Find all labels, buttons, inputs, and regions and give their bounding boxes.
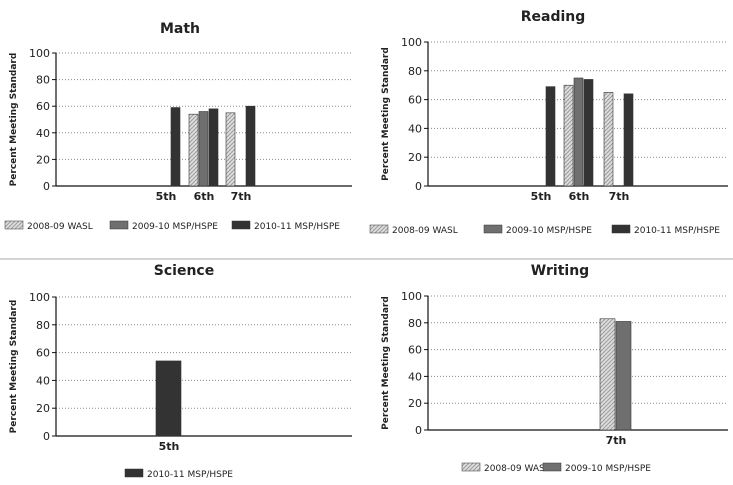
y-tick-label: 0 (43, 180, 50, 193)
bar-7th-2010-11-msp-hspe (623, 93, 634, 187)
legend-label: 2009-10 MSP/HSPE (132, 222, 218, 232)
chart-math: Math 0 20 40 60 80 100 Percent Meeting Standard… (4, 21, 352, 232)
legend-label: 2009-10 MSP/HSPE (565, 464, 651, 474)
chart-writing: Writing 0 20 40 60 80 100 Percent Meeting Stand… (381, 263, 728, 474)
y-tick-label: 80 (408, 317, 422, 330)
y-axis-label: Percent Meeting Standard (9, 300, 19, 434)
y-tick-label: 40 (408, 370, 422, 383)
y-axis-label: Percent Meeting Standard (9, 53, 19, 187)
y-tick-label: 60 (36, 100, 50, 113)
legend-label: 2010-11 MSP/HSPE (147, 470, 233, 480)
y-tick-label: 20 (408, 397, 422, 410)
y-tick-label: 0 (415, 180, 422, 193)
bar-6th-2010-11-msp-hspe (208, 108, 219, 187)
y-tick-label: 80 (36, 74, 50, 87)
y-tick-label: 20 (36, 153, 50, 166)
bar-5th-2010-11-msp-hspe (155, 360, 182, 437)
legend-swatch (124, 468, 144, 478)
y-tick-label: 100 (29, 291, 50, 304)
x-tick-label: 7th (609, 190, 630, 203)
y-tick-label: 0 (415, 424, 422, 437)
y-tick-label: 0 (43, 430, 50, 443)
bar-6th-2008-09-wasl (563, 84, 574, 187)
legend-label: 2009-10 MSP/HSPE (506, 226, 592, 236)
bar-5th-2010-11-msp-hspe (545, 86, 556, 187)
x-tick-label: 5th (531, 190, 552, 203)
bar-6th-2009-10-msp-hspe (198, 111, 209, 187)
y-tick-label: 60 (36, 347, 50, 360)
bar-7th-2010-11-msp-hspe (245, 105, 256, 187)
y-tick-label: 40 (36, 374, 50, 387)
chart-title: Science (154, 263, 214, 279)
y-tick-label: 100 (401, 290, 422, 303)
y-tick-label: 40 (36, 127, 50, 140)
y-tick-label: 40 (408, 122, 422, 135)
chart-title: Math (160, 21, 200, 37)
legend-swatch (611, 224, 631, 234)
chart-title: Writing (531, 263, 589, 279)
y-tick-label: 100 (29, 47, 50, 60)
bar-7th-2008-09-wasl (599, 318, 616, 431)
bar-6th-2010-11-msp-hspe (583, 79, 594, 187)
bar-7th-2008-09-wasl (603, 92, 614, 187)
bar-6th-2009-10-msp-hspe (573, 77, 584, 187)
x-tick-label: 7th (606, 434, 627, 447)
y-tick-label: 100 (401, 36, 422, 49)
x-tick-label: 5th (159, 440, 180, 453)
legend-swatch (542, 462, 562, 472)
chart-science: Science 0 20 40 60 80 100 Percent Meeting Stand… (9, 263, 352, 480)
bar-6th-2008-09-wasl (188, 113, 199, 187)
bar-7th-2008-09-wasl (225, 112, 236, 187)
legend-label: 2008-09 WASL (27, 222, 93, 232)
y-tick-label: 80 (36, 319, 50, 332)
chart-reading: Reading 0 20 40 60 80 100 Percent Meeting Stand… (369, 9, 728, 236)
legend-label: 2008-09 WASL (392, 226, 458, 236)
y-tick-label: 20 (36, 402, 50, 415)
y-tick-label: 20 (408, 151, 422, 164)
y-axis-label: Percent Meeting Standard (381, 296, 391, 430)
legend-swatch (4, 220, 24, 230)
x-tick-label: 7th (231, 190, 252, 203)
x-tick-label: 5th (156, 190, 177, 203)
y-tick-label: 80 (408, 65, 422, 78)
legend-swatch (461, 462, 481, 472)
bar-5th-2010-11-msp-hspe (170, 107, 181, 187)
legend-label: 2010-11 MSP/HSPE (254, 222, 340, 232)
x-tick-label: 6th (194, 190, 215, 203)
legend-swatch (231, 220, 251, 230)
y-tick-label: 60 (408, 344, 422, 357)
chart-title: Reading (521, 9, 586, 25)
bar-7th-2009-10-msp-hspe (615, 321, 632, 431)
legend-swatch (109, 220, 129, 230)
y-axis-label: Percent Meeting Standard (381, 47, 391, 181)
x-tick-label: 6th (569, 190, 590, 203)
legend-label: 2008-09 WASL (484, 464, 550, 474)
y-tick-label: 60 (408, 94, 422, 107)
legend-swatch (483, 224, 503, 234)
legend-swatch (369, 224, 389, 234)
legend-label: 2010-11 MSP/HSPE (634, 226, 720, 236)
